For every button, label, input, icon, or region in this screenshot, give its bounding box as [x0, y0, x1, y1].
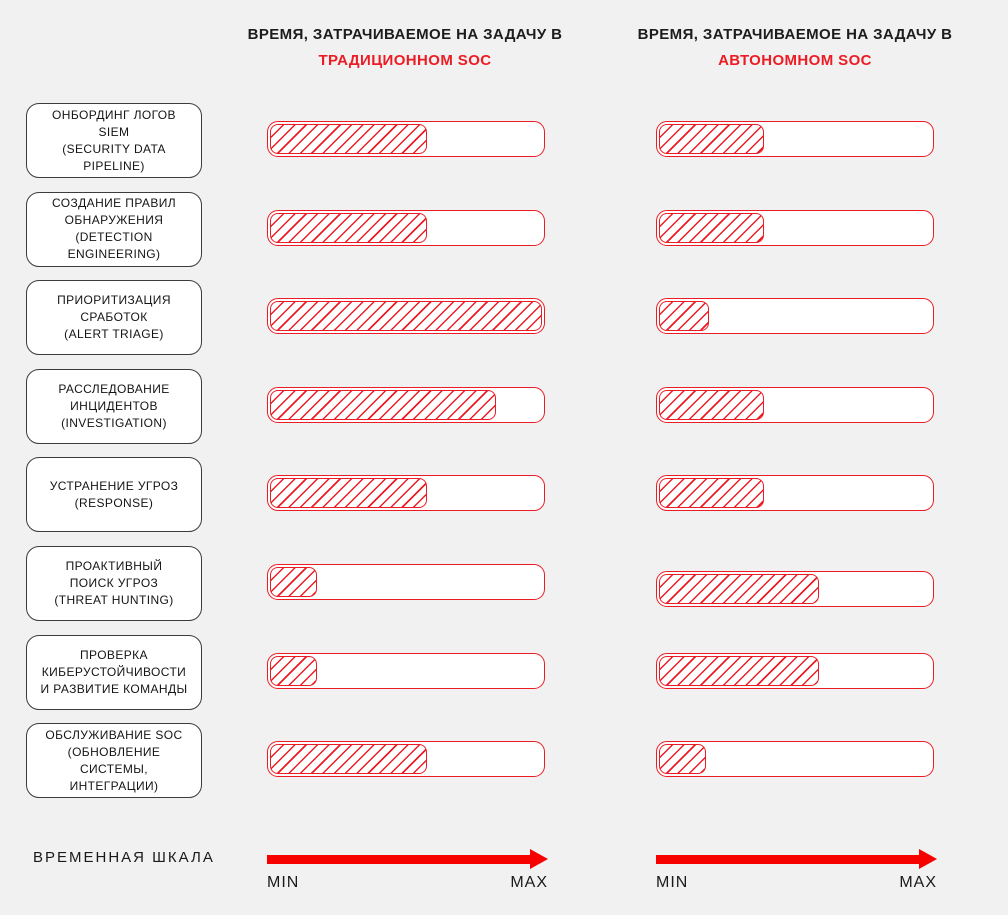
task-label-box: ПРИОРИТИЗАЦИЯ СРАБОТОК (ALERT TRIAGE)	[26, 280, 202, 356]
autonomous-soc-bar-fill	[659, 212, 764, 243]
autonomous-soc-bar-fill	[659, 655, 820, 686]
task-label: ПРОАКТИВНЫЙ ПОИСК УГРОЗ (THREAT HUNTING)	[54, 558, 174, 607]
autonomous-soc-bar-fill	[659, 301, 709, 332]
traditional-soc-bar	[267, 298, 545, 335]
max-label: MAX	[510, 874, 548, 891]
task-rows: ОНБОРДИНГ ЛОГОВ SIEM (SECURITY DATA PIPE…	[0, 103, 1008, 812]
traditional-soc-bar-fill	[270, 478, 428, 509]
min-label: MIN	[267, 874, 300, 891]
header-title-line: ВРЕМЯ, ЗАТРАЧИВАЕМОЕ НА ЗАДАЧУ В	[247, 26, 563, 43]
traditional-soc-bar	[267, 386, 545, 423]
traditional-soc-bar	[267, 563, 545, 600]
traditional-soc-bar-fill	[270, 212, 428, 243]
task-row-soc-maintenance: ОБСЛУЖИВАНИЕ SOC (ОБНОВЛЕНИЕ СИСТЕМЫ, ИН…	[0, 723, 1008, 812]
arrow-head	[919, 849, 937, 869]
task-label-box: ПРОАКТИВНЫЙ ПОИСК УГРОЗ (THREAT HUNTING)	[26, 545, 202, 621]
task-label: ПРОВЕРКА КИБЕРУСТОЙЧИВОСТИ И РАЗВИТИЕ КО…	[40, 647, 188, 696]
task-label: РАССЛЕДОВАНИЕ ИНЦИДЕНТОВ (INVESTIGATION)	[58, 381, 170, 430]
timeline-scale-label: ВРЕМЕННАЯ ШКАЛА	[33, 849, 215, 866]
traditional-soc-bar	[267, 209, 545, 246]
header-title-highlight: АВТОНОМНОМ SOC	[718, 52, 872, 69]
arrow-head	[530, 849, 548, 869]
timeline-minmax-traditional: MIN MAX	[267, 874, 548, 892]
traditional-soc-bar-fill	[270, 566, 317, 597]
autonomous-soc-bar	[656, 121, 934, 157]
task-row-response: УСТРАНЕНИЕ УГРОЗ (RESPONSE)	[0, 457, 1008, 546]
min-label: MIN	[656, 874, 689, 891]
autonomous-soc-bar	[656, 652, 934, 689]
task-label: СОЗДАНИЕ ПРАВИЛ ОБНАРУЖЕНИЯ (DETECTION E…	[51, 196, 177, 262]
task-label-box: ОБСЛУЖИВАНИЕ SOC (ОБНОВЛЕНИЕ СИСТЕМЫ, ИН…	[26, 723, 202, 799]
traditional-soc-bar-fill	[270, 744, 428, 775]
autonomous-soc-bar	[656, 386, 934, 423]
arrow-shaft	[656, 855, 921, 864]
traditional-soc-bar-fill	[270, 389, 497, 420]
autonomous-soc-bar-fill	[659, 744, 706, 775]
task-row-alert-triage: ПРИОРИТИЗАЦИЯ СРАБОТОК (ALERT TRIAGE)	[0, 280, 1008, 369]
autonomous-soc-bar	[656, 298, 934, 335]
autonomous-soc-bar-fill	[659, 124, 764, 154]
task-label: УСТРАНЕНИЕ УГРОЗ (RESPONSE)	[49, 478, 179, 510]
traditional-soc-bar-fill	[270, 301, 542, 332]
autonomous-soc-bar-fill	[659, 478, 764, 509]
traditional-soc-bar	[267, 652, 545, 689]
task-label-box: ПРОВЕРКА КИБЕРУСТОЙЧИВОСТИ И РАЗВИТИЕ КО…	[26, 634, 202, 710]
column-header-autonomous-soc: ВРЕМЯ, ЗАТРАЧИВАЕМОЕ НА ЗАДАЧУ В АВТОНОМ…	[600, 22, 990, 74]
autonomous-soc-bar	[656, 209, 934, 246]
arrow-shaft	[267, 855, 532, 864]
task-label: ПРИОРИТИЗАЦИЯ СРАБОТОК (ALERT TRIAGE)	[57, 293, 171, 342]
autonomous-soc-bar	[656, 570, 934, 607]
task-label-box: СОЗДАНИЕ ПРАВИЛ ОБНАРУЖЕНИЯ (DETECTION E…	[26, 191, 202, 267]
max-label: MAX	[899, 874, 937, 891]
header-title-line: ВРЕМЯ, ЗАТРАЧИВАЕМОЕ НА ЗАДАЧУ В	[637, 26, 953, 43]
task-row-investigation: РАССЛЕДОВАНИЕ ИНЦИДЕНТОВ (INVESTIGATION)	[0, 368, 1008, 458]
autonomous-soc-bar	[656, 475, 934, 512]
task-row-threat-hunting: ПРОАКТИВНЫЙ ПОИСК УГРОЗ (THREAT HUNTING)	[0, 545, 1008, 635]
task-row-detection-engineering: СОЗДАНИЕ ПРАВИЛ ОБНАРУЖЕНИЯ (DETECTION E…	[0, 191, 1008, 281]
task-label: ОБСЛУЖИВАНИЕ SOC (ОБНОВЛЕНИЕ СИСТЕМЫ, ИН…	[45, 727, 183, 793]
task-label-box: ОНБОРДИНГ ЛОГОВ SIEM (SECURITY DATA PIPE…	[26, 103, 202, 178]
traditional-soc-bar-fill	[270, 124, 428, 154]
timeline-arrow-icon	[656, 849, 937, 869]
autonomous-soc-bar	[656, 741, 934, 778]
traditional-soc-bar	[267, 475, 545, 512]
task-label-box: УСТРАНЕНИЕ УГРОЗ (RESPONSE)	[26, 457, 202, 533]
timeline-minmax-autonomous: MIN MAX	[656, 874, 937, 892]
autonomous-soc-bar-fill	[659, 573, 820, 604]
traditional-soc-bar-fill	[270, 655, 317, 686]
traditional-soc-bar	[267, 741, 545, 778]
header-title-highlight: ТРАДИЦИОННОМ SOC	[318, 52, 492, 69]
task-label-box: РАССЛЕДОВАНИЕ ИНЦИДЕНТОВ (INVESTIGATION)	[26, 368, 202, 444]
timeline-arrow-icon	[267, 849, 548, 869]
task-row-siem-onboarding: ОНБОРДИНГ ЛОГОВ SIEM (SECURITY DATA PIPE…	[0, 103, 1008, 192]
task-row-resilience-team-development: ПРОВЕРКА КИБЕРУСТОЙЧИВОСТИ И РАЗВИТИЕ КО…	[0, 634, 1008, 724]
column-header-traditional-soc: ВРЕМЯ, ЗАТРАЧИВАЕМОЕ НА ЗАДАЧУ В ТРАДИЦИ…	[210, 22, 600, 74]
traditional-soc-bar	[267, 121, 545, 157]
autonomous-soc-bar-fill	[659, 389, 764, 420]
task-label: ОНБОРДИНГ ЛОГОВ SIEM (SECURITY DATA PIPE…	[52, 107, 176, 173]
